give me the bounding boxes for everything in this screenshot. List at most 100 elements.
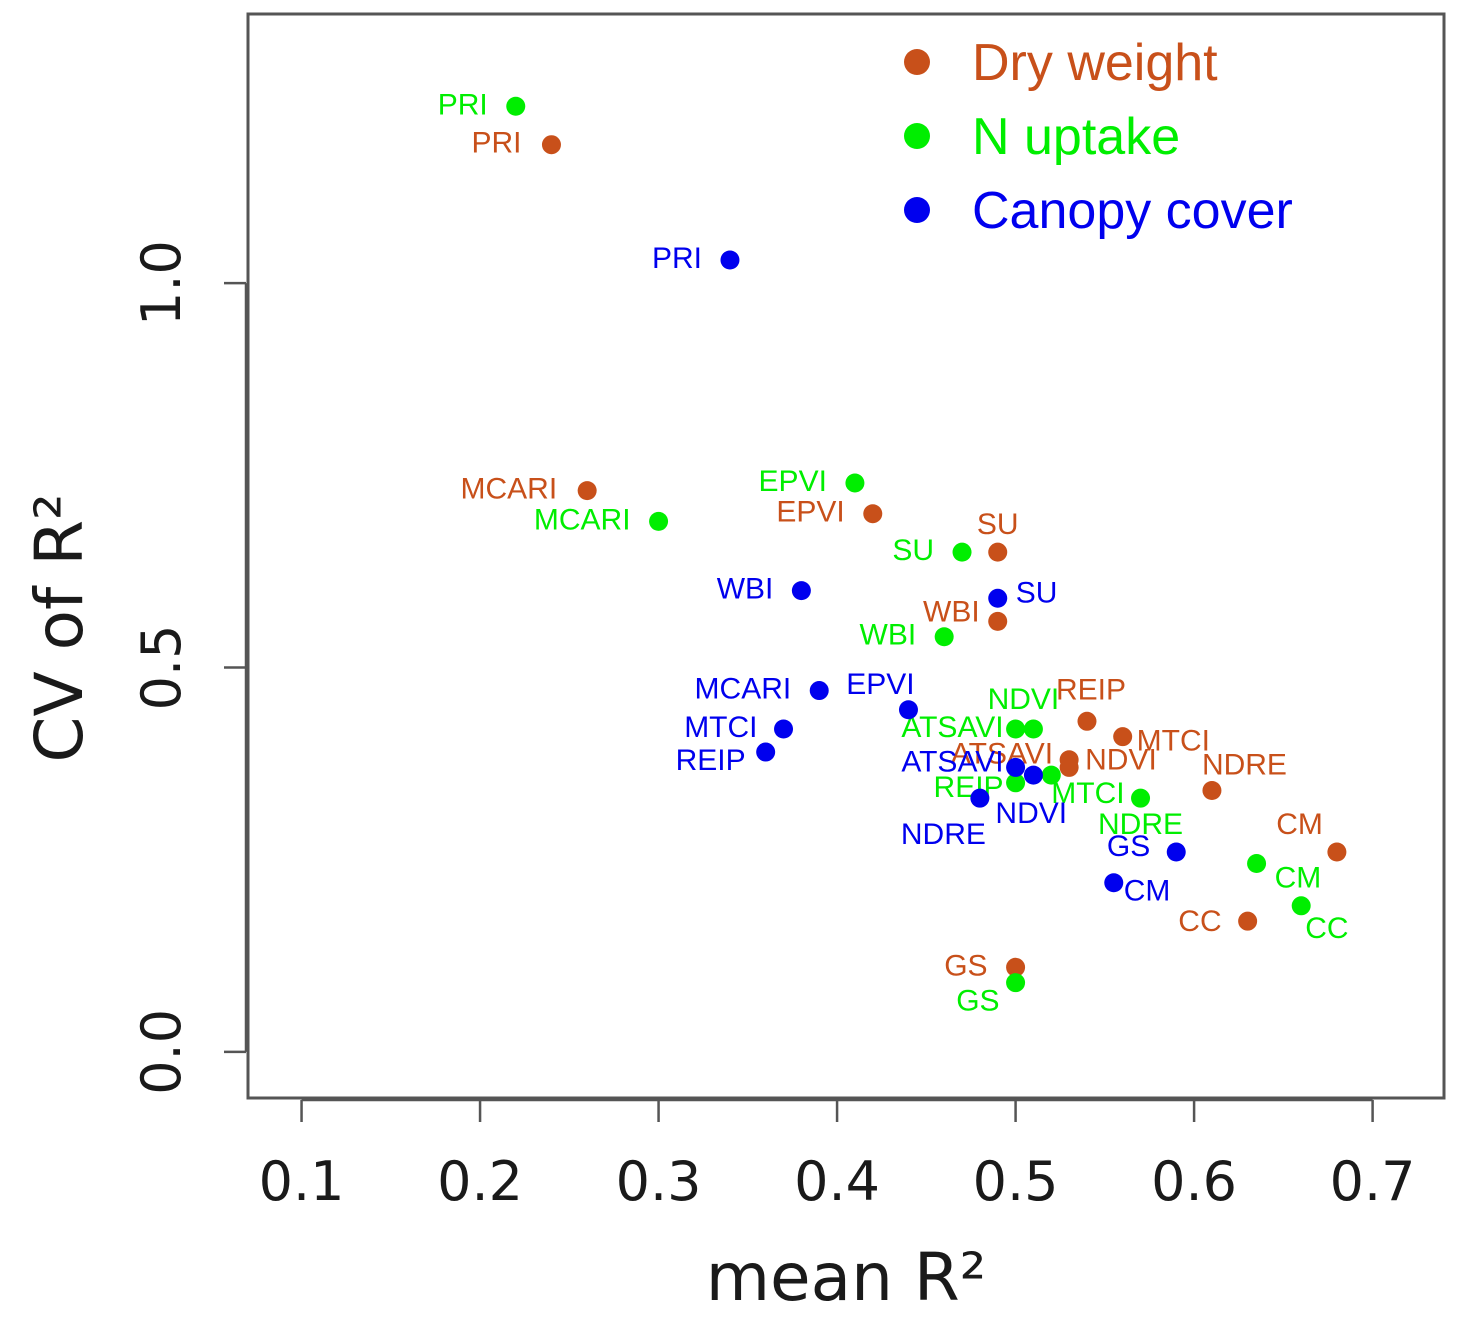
point-label: ATSAVI [951, 737, 1053, 770]
y-tick-label: 1.0 [130, 240, 193, 326]
point-label: PRI [652, 242, 702, 275]
y-tick-label: 0.5 [130, 625, 193, 711]
x-tick-label: 0.7 [1330, 1150, 1416, 1213]
point-n_uptake-mtci [1041, 765, 1061, 785]
x-tick-label: 0.3 [616, 1150, 702, 1213]
point-n_uptake-epvi [845, 473, 865, 493]
point-label: REIP [1056, 673, 1126, 706]
point-label: SU [1016, 576, 1058, 609]
point-canopy_cover-mtci [774, 719, 794, 739]
point-label: ATSAVI [901, 711, 1003, 744]
point-dry_weight-su [988, 542, 1008, 562]
point-label: WBI [923, 595, 980, 628]
legend-label-canopy_cover: Canopy cover [972, 182, 1293, 240]
point-n_uptake-atsavi [1006, 719, 1026, 739]
point-label: NDRE [1202, 748, 1287, 781]
point-canopy_cover-mcari [809, 681, 829, 701]
point-n_uptake-mcari [649, 511, 669, 531]
point-n_uptake-reip [1006, 773, 1026, 793]
point-canopy_cover-ndre [970, 788, 990, 808]
point-n_uptake-cm [1247, 854, 1267, 874]
point-label: EPVI [759, 465, 827, 498]
point-label: CM [1275, 862, 1322, 895]
point-label: SU [977, 508, 1019, 541]
point-dry_weight-wbi [988, 611, 1008, 631]
x-axis-title: mean R² [706, 1239, 986, 1316]
point-canopy_cover-ndvi [1023, 765, 1043, 785]
point-canopy_cover-cm [1104, 873, 1124, 893]
point-label: NDVI [995, 797, 1067, 830]
point-label: CM [1276, 808, 1323, 841]
point-dry_weight-gs [1006, 957, 1026, 977]
point-dry_weight-ndre [1202, 780, 1222, 800]
y-axis: 0.0 0.5 1.0 [130, 240, 248, 1095]
point-label: NDVI [988, 683, 1060, 716]
point-label: SU [892, 534, 934, 567]
point-label: WBI [860, 619, 917, 652]
point-label: PRI [438, 88, 488, 121]
point-dry_weight-pri [541, 135, 561, 155]
point-label: GS [1107, 830, 1150, 863]
point-dry_weight-mcari [577, 481, 597, 501]
legend-marker-canopy_cover [904, 197, 930, 223]
legend-marker-n_uptake [904, 123, 930, 149]
legend: Dry weight N uptake Canopy cover [904, 34, 1293, 240]
point-dry_weight-cm [1327, 842, 1347, 862]
point-dry_weight-mtci [1113, 727, 1133, 747]
x-tick-label: 0.6 [1151, 1150, 1237, 1213]
point-label: MCARI [695, 673, 792, 706]
point-label: MTCI [1137, 725, 1210, 758]
point-n_uptake-gs [1006, 973, 1026, 993]
point-label: MTCI [1051, 777, 1124, 810]
x-tick-label: 0.4 [794, 1150, 880, 1213]
point-label: CC [1178, 905, 1221, 938]
point-label: ATSAVI [901, 745, 1003, 778]
point-canopy_cover-wbi [791, 581, 811, 601]
point-n_uptake-pri [506, 96, 526, 116]
point-label: GS [944, 949, 987, 982]
point-n_uptake-cc [1291, 896, 1311, 916]
point-n_uptake-ndvi [1023, 719, 1043, 739]
y-tick-label: 0.0 [130, 1009, 193, 1095]
legend-label-n_uptake: N uptake [972, 108, 1180, 166]
point-dry_weight-reip [1077, 711, 1097, 731]
x-tick-label: 0.2 [437, 1150, 523, 1213]
legend-label-dry_weight: Dry weight [972, 34, 1218, 92]
point-label: GS [956, 985, 999, 1018]
point-label: MCARI [460, 473, 557, 506]
point-label: CC [1305, 912, 1348, 945]
point-dry_weight-cc [1238, 911, 1258, 931]
legend-marker-dry_weight [904, 49, 930, 75]
point-canopy_cover-pri [720, 250, 740, 270]
x-tick-label: 0.1 [259, 1150, 345, 1213]
point-n_uptake-ndre [1131, 788, 1151, 808]
point-canopy_cover-reip [756, 742, 776, 762]
point-canopy_cover-gs [1166, 842, 1186, 862]
point-label: MTCI [684, 711, 757, 744]
point-label: MCARI [534, 503, 631, 536]
y-axis-title: CV of R² [21, 493, 98, 762]
point-canopy_cover-atsavi [1006, 757, 1026, 777]
point-label: NDRE [901, 818, 986, 851]
point-n_uptake-su [952, 542, 972, 562]
point-label: REIP [676, 744, 746, 777]
point-label: WBI [717, 573, 774, 606]
point-dry_weight-epvi [863, 504, 883, 524]
point-n_uptake-wbi [934, 627, 954, 647]
point-canopy_cover-epvi [898, 700, 918, 720]
plot-frame [246, 12, 1446, 1100]
point-label: REIP [934, 771, 1004, 804]
point-label: PRI [471, 127, 521, 160]
point-label: EPVI [776, 496, 844, 529]
point-label: CM [1124, 875, 1171, 908]
point-label: NDRE [1098, 808, 1183, 841]
x-tick-label: 0.5 [973, 1150, 1059, 1213]
point-canopy_cover-su [988, 588, 1008, 608]
point-dry_weight-atsavi [1059, 757, 1079, 777]
point-label: EPVI [846, 668, 914, 701]
